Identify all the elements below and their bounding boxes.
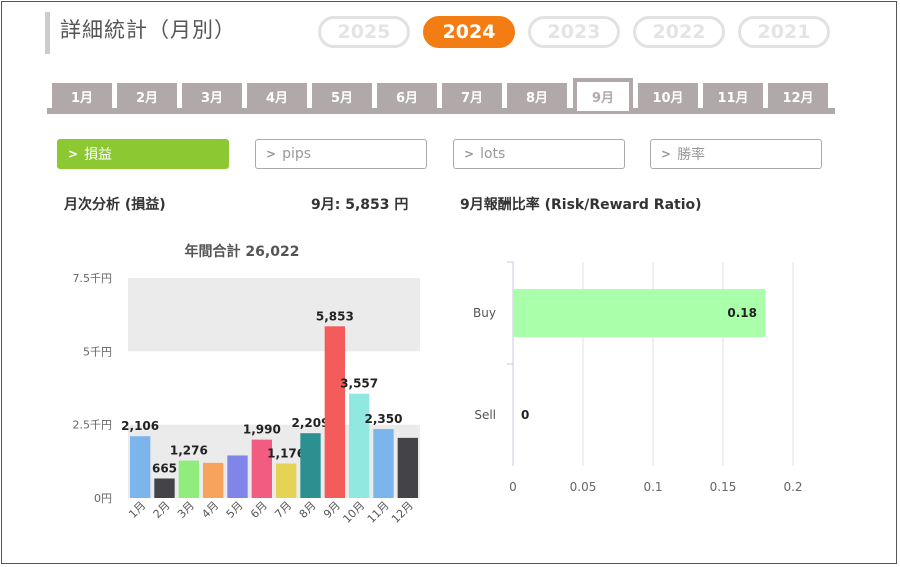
bar (178, 460, 199, 498)
x-tick-label: 0.15 (710, 480, 737, 494)
filter-label: 勝率 (677, 147, 706, 163)
tab-month-1[interactable]: 1月 (52, 83, 112, 109)
x-tick-label: 5月 (224, 499, 246, 521)
page-title: 詳細統計（月別） (60, 18, 236, 42)
risk-reward-heading: 9月報酬比率 (Risk/Reward Ratio) (460, 197, 702, 213)
bar (227, 455, 248, 498)
x-tick-label: 0.2 (783, 480, 802, 494)
bar (154, 478, 175, 498)
month-tabs-underline (47, 108, 835, 114)
year-button-2024[interactable]: 2024 (423, 16, 515, 48)
bar (513, 289, 765, 337)
filter-label: 損益 (84, 147, 113, 163)
y-tick-label: 2.5千円 (73, 419, 113, 432)
year-button-2021[interactable]: 2021 (738, 16, 830, 48)
x-tick-label: 1月 (126, 499, 148, 521)
month-tabs: 1月 2月 3月 4月 5月 6月 7月 8月 9月 10月 11月 12月 (47, 78, 835, 114)
plot-band (128, 424, 420, 498)
data-label: 0 (521, 408, 529, 422)
bar (397, 437, 418, 498)
filter-button-pips[interactable]: > pips (255, 139, 427, 169)
x-tick-label: 6月 (248, 499, 270, 521)
data-label: 2,209 (292, 416, 330, 430)
bar (203, 462, 224, 498)
filter-label: lots (480, 146, 506, 162)
x-tick-label: 10月 (340, 499, 367, 526)
tab-month-12[interactable]: 12月 (768, 83, 828, 109)
bar (349, 393, 370, 498)
bar (300, 433, 321, 498)
y-tick-label: Buy (473, 306, 496, 320)
data-label: 5,853 (316, 309, 354, 323)
bar (276, 463, 297, 498)
bar (373, 429, 394, 498)
data-label: 0.18 (727, 306, 757, 320)
tab-month-5[interactable]: 5月 (312, 83, 372, 109)
x-tick-label: 12月 (389, 499, 416, 526)
data-label: 2,106 (121, 419, 159, 433)
chevron-right-icon: > (266, 147, 277, 161)
bar (130, 436, 151, 498)
y-tick-label: 5千円 (83, 345, 112, 358)
chevron-right-icon: > (661, 147, 672, 161)
filter-button-winrate[interactable]: > 勝率 (650, 139, 822, 169)
monthly-profit-chart: 年間合計 26,022 0円 2.5千円 5千円 7.5千円 2,106 1月 665 2月 1,… (73, 243, 420, 526)
data-label: 1,990 (243, 423, 281, 437)
year-button-2025[interactable]: 2025 (318, 16, 410, 48)
plot-band (128, 278, 420, 352)
x-tick-label: 0.05 (570, 480, 597, 494)
x-tick-label: 7月 (272, 499, 294, 521)
y-tick-label: 7.5千円 (73, 272, 113, 285)
year-selector: 2025 2024 2023 2022 2021 (318, 16, 830, 48)
chevron-right-icon: > (68, 147, 79, 161)
tab-month-8[interactable]: 8月 (507, 83, 567, 109)
tab-month-3[interactable]: 3月 (182, 83, 242, 109)
x-tick-label: 0.1 (643, 480, 662, 494)
year-button-2023[interactable]: 2023 (528, 16, 620, 48)
data-label: 1,176 (267, 447, 305, 461)
year-button-2022[interactable]: 2022 (633, 16, 725, 48)
x-tick-label: 2月 (151, 499, 173, 521)
tab-month-7[interactable]: 7月 (442, 83, 502, 109)
data-label: 665 (152, 461, 177, 475)
title-accent-bar (45, 12, 50, 54)
bar (251, 439, 272, 498)
tab-month-6[interactable]: 6月 (377, 83, 437, 109)
x-tick-label: 8月 (297, 499, 319, 521)
y-tick-label: Sell (474, 408, 496, 422)
data-label: 2,350 (365, 412, 403, 426)
chart-title: 年間合計 26,022 (185, 243, 300, 260)
x-tick-label: 9月 (321, 499, 343, 521)
risk-reward-chart: 0 0.05 0.1 0.15 0.2 Buy 0.18 Sell 0 (473, 261, 803, 494)
tab-month-11[interactable]: 11月 (703, 83, 763, 109)
tab-month-10[interactable]: 10月 (638, 83, 698, 109)
monthly-analysis-heading: 月次分析 (損益) (64, 197, 166, 213)
bar (324, 326, 345, 498)
x-tick-label: 4月 (199, 499, 221, 521)
data-label: 3,557 (340, 377, 378, 391)
selected-month-value: 9月: 5,853 円 (311, 197, 409, 213)
filter-button-profit[interactable]: > 損益 (57, 139, 229, 169)
y-tick-label: 0円 (94, 492, 112, 505)
x-tick-label: 3月 (175, 499, 197, 521)
filter-label: pips (282, 146, 312, 162)
tab-month-9[interactable]: 9月 (573, 78, 633, 111)
tab-month-2[interactable]: 2月 (117, 83, 177, 109)
chevron-right-icon: > (464, 147, 475, 161)
data-label: 1,276 (170, 444, 208, 458)
x-tick-label: 0 (509, 480, 517, 494)
tab-month-4[interactable]: 4月 (247, 83, 307, 109)
x-tick-label: 11月 (365, 499, 392, 526)
filter-button-lots[interactable]: > lots (453, 139, 625, 169)
